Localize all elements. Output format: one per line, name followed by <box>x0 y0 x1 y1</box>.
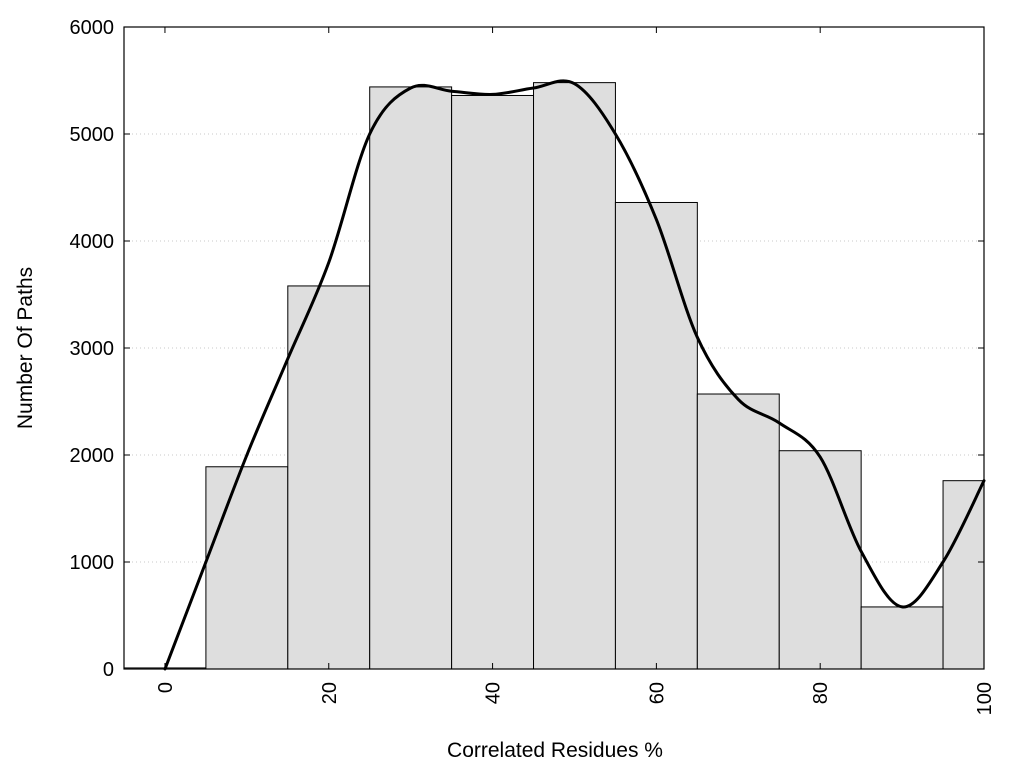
y-tick-label: 3000 <box>70 338 115 360</box>
histogram-bar <box>369 86 453 670</box>
histogram-bar <box>451 94 535 670</box>
x-tick-label: 80 <box>810 682 832 704</box>
histogram-bars <box>123 82 985 670</box>
histogram-bar <box>778 450 862 670</box>
axis-ticks <box>124 26 985 670</box>
x-tick-label: 60 <box>646 682 668 704</box>
histogram-bar <box>860 606 944 670</box>
x-axis-title: Correlated Residues % <box>447 739 663 762</box>
y-tick-label: 0 <box>103 659 114 681</box>
histogram-bar <box>205 466 289 670</box>
y-tick-label: 4000 <box>70 231 115 253</box>
histogram-bar <box>287 285 371 670</box>
y-axis-title: Number Of Paths <box>14 267 37 429</box>
histogram-bar <box>533 82 616 670</box>
y-tick-label: 6000 <box>70 17 115 39</box>
y-tick-label: 5000 <box>70 124 115 146</box>
density-curve-line <box>163 79 986 671</box>
x-tick-label: 20 <box>319 682 341 704</box>
x-tick-label: 40 <box>483 682 505 704</box>
histogram-bar <box>696 393 780 670</box>
x-tick-label: 0 <box>155 682 177 693</box>
histogram-bar <box>614 201 698 670</box>
y-tick-label: 1000 <box>70 552 115 574</box>
histogram-bar <box>942 480 985 670</box>
y-tick-label: 2000 <box>70 445 115 467</box>
x-tick-label: 100 <box>974 682 996 715</box>
density-curve <box>163 79 986 671</box>
tick-labels: 0 1000 2000 3000 4000 5000 6000 0 20 40 60 80 100 <box>70 17 997 715</box>
